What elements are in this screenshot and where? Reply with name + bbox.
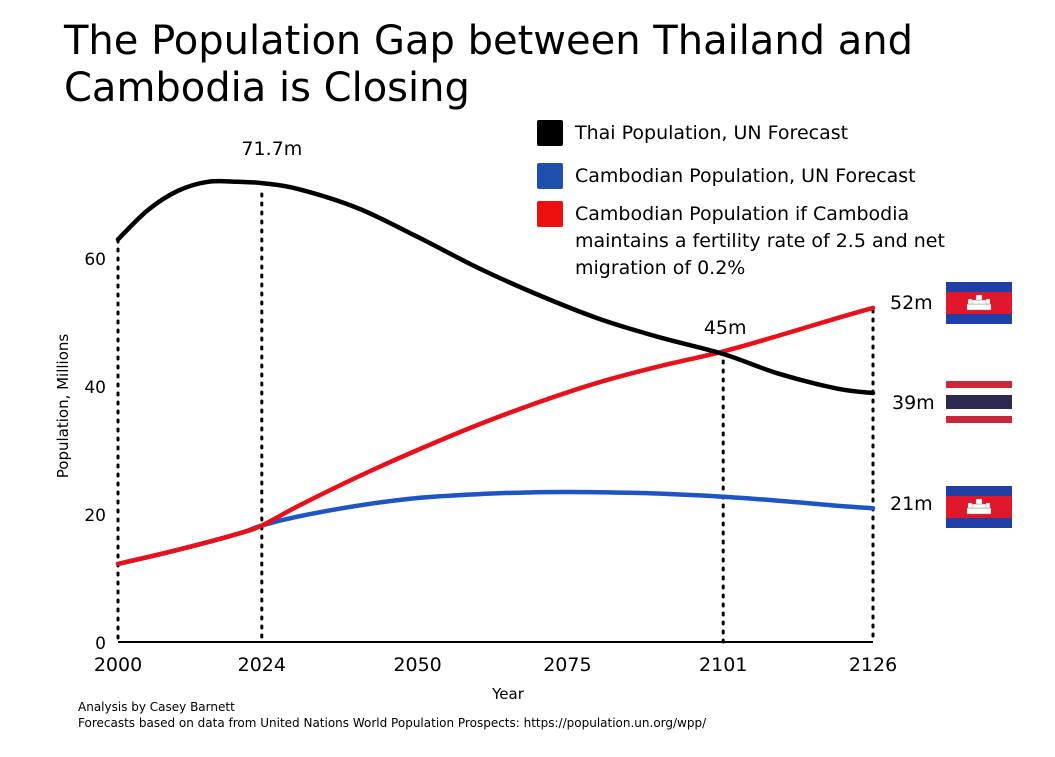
legend-swatch-cambodia [537,163,563,189]
y-tick-label: 60 [84,250,106,270]
series-line-cambodia-alt [115,305,876,567]
legend-swatch-thai [537,120,563,146]
legend-swatch-cambodia-alt [537,201,563,227]
end-label-cambodia: 21m [890,493,933,515]
legend-item-cambodia: Cambodian Population, UN Forecast [537,163,967,190]
x-tick-label: 2101 [699,654,747,676]
x-tick-label: 2000 [94,654,142,676]
legend-label-cambodia-alt: Cambodian Population if Cambodia maintai… [575,203,945,279]
y-axis-label: Population, Millions [54,334,72,479]
y-tick-label: 0 [95,634,106,654]
x-tick-label: 2126 [849,654,897,676]
chart-title: The Population Gap between Thailand and … [64,18,914,111]
legend-item-cambodia-alt: Cambodian Population if Cambodia maintai… [537,201,957,282]
x-tick-label: 2024 [238,654,286,676]
legend-label-thai: Thai Population, UN Forecast [575,122,849,144]
end-label-cambodia-alt: 52m [890,292,933,314]
cambodia-flag-icon [946,282,1012,324]
y-tick-label: 40 [84,378,106,398]
end-label-thai: 39m [892,392,935,414]
thailand-flag-icon [946,381,1012,423]
annotation-label: 71.7m [241,138,302,160]
series-line-thai [115,178,876,396]
x-axis-label: Year [491,685,525,703]
cambodia-flag-icon [946,486,1012,528]
annotation-label: 45m [704,317,747,339]
y-tick-label: 20 [84,506,106,526]
credit-analysis: Analysis by Casey Barnett [78,700,235,714]
x-tick-label: 2075 [543,654,591,676]
x-tick-label: 2050 [393,654,441,676]
legend-item-thai: Thai Population, UN Forecast [537,120,957,147]
legend-label-cambodia: Cambodian Population, UN Forecast [575,165,916,187]
credit-source: Forecasts based on data from United Nati… [78,716,707,730]
series-line-cambodia [115,489,876,567]
